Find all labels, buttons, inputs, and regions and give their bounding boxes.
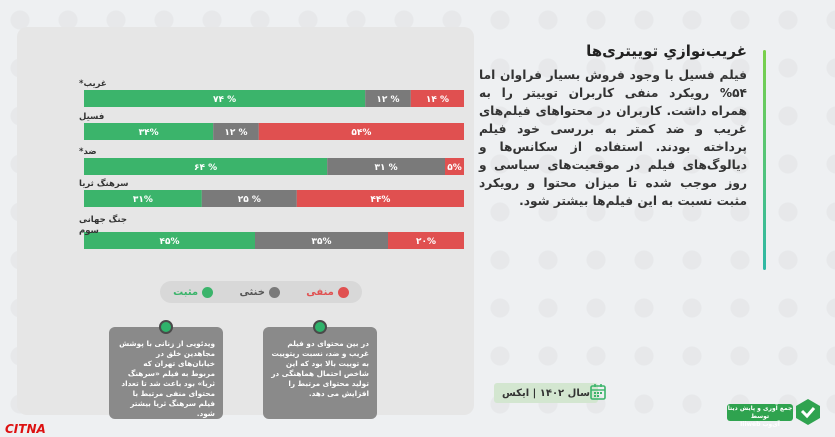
note-card-retweet: در بین محتوای دو فیلم غریب و ضد، نسبت ری… bbox=[263, 320, 377, 419]
year-badge: سال ۱۴۰۲ | ایکس bbox=[494, 383, 598, 403]
bar-segment bbox=[296, 190, 464, 207]
legend-positive: مثبت bbox=[173, 286, 214, 298]
bar-segment bbox=[84, 90, 366, 107]
bar-value-label: ۵۴% bbox=[351, 128, 371, 138]
bar-segment bbox=[327, 158, 445, 175]
note-text: در بین محتوای دو فیلم غریب و ضد، نسبت ری… bbox=[271, 339, 369, 398]
note-card-soraya: ویدئویی از زنانی با پوشش مجاهدین خلق در … bbox=[109, 320, 223, 419]
bar-value-label: ۲۰% bbox=[416, 237, 436, 247]
bar-value-label: ۵% bbox=[447, 163, 462, 173]
category-label: سرهنگ ثریا bbox=[79, 178, 129, 189]
brand-logo-icon bbox=[796, 399, 820, 425]
calendar-icon bbox=[590, 384, 606, 400]
negative-dot-icon bbox=[337, 286, 349, 298]
bar-segment bbox=[84, 190, 202, 207]
bar-value-label: ۱۴ % bbox=[426, 95, 449, 105]
bar-segment bbox=[84, 232, 255, 249]
logo-brand: آی‌وب Iiiweb bbox=[740, 421, 780, 428]
category-label: فسیل bbox=[79, 112, 104, 122]
legend-positive-label: مثبت bbox=[173, 286, 199, 298]
bar-value-label: ۱۲ % bbox=[376, 95, 399, 105]
legend-neutral: خنثی bbox=[239, 286, 280, 298]
stacked-bar-chart: ۷۴ % ۱۲ % ۱۴ % غریب* ۳۴% ۱۲ % ۵۴% فسیل ۶۴ % ۳۱ % ۵… bbox=[79, 79, 464, 249]
body-text: فیلم فسیل با وجود فروش بسیار فراوان اما … bbox=[479, 68, 747, 208]
bar-value-label: ۶۴ % bbox=[194, 163, 217, 173]
chart-panel: ۷۴ % ۱۲ % ۱۴ % غریب* ۳۴% ۱۲ % ۵۴% فسیل ۶۴ % ۳۱ % ۵… bbox=[17, 27, 474, 419]
bar-segment bbox=[365, 90, 411, 107]
bar-segment bbox=[213, 123, 259, 140]
bar-value-label: ۲۵ % bbox=[238, 195, 261, 205]
logo-caption: جمع آوری و پایش دیتا توسط bbox=[727, 405, 793, 420]
bar-value-label: ۱۲ % bbox=[224, 128, 247, 138]
bar-segment bbox=[255, 232, 388, 249]
category-label: ضد* bbox=[79, 147, 97, 157]
legend-negative-label: منفی bbox=[306, 286, 334, 298]
bar-value-label: ۴۴% bbox=[370, 195, 390, 205]
bar-value-label: ۳۱% bbox=[133, 195, 153, 205]
bar-value-label: ۳۵% bbox=[311, 237, 331, 247]
bar-value-label: ۳۱ % bbox=[375, 163, 398, 173]
category-label: جنگ جهانی سوم bbox=[79, 214, 127, 236]
legend-neutral-label: خنثی bbox=[239, 286, 265, 298]
legend: منفی خنثی مثبت bbox=[160, 281, 362, 303]
bar-segment bbox=[258, 123, 464, 140]
bar-segment bbox=[84, 123, 214, 140]
pin-icon bbox=[313, 320, 327, 334]
brand-logo-text: جمع آوری و پایش دیتا توسط آی‌وب Iiiweb bbox=[727, 404, 793, 428]
accent-bar bbox=[763, 50, 766, 270]
note-text: ویدئویی از زنانی با پوشش مجاهدین خلق در … bbox=[119, 339, 215, 418]
bar-value-label: ۳۴% bbox=[139, 128, 159, 138]
neutral-dot-icon bbox=[268, 286, 280, 298]
watermark-logo: CITNA bbox=[5, 422, 46, 436]
pin-icon bbox=[159, 320, 173, 334]
page-title: غریب‌نوازیِ توییتری‌ها bbox=[586, 42, 747, 60]
bar-segment bbox=[201, 190, 297, 207]
bar-value-label: ۷۴ % bbox=[213, 95, 236, 105]
bar-segment bbox=[445, 158, 464, 175]
legend-negative: منفی bbox=[306, 286, 349, 298]
category-label: غریب* bbox=[79, 79, 107, 89]
bar-segment bbox=[84, 158, 328, 175]
bar-segment bbox=[388, 232, 464, 249]
bar-value-label: ۴۵% bbox=[159, 237, 179, 247]
positive-dot-icon bbox=[202, 286, 214, 298]
bar-segment bbox=[410, 90, 464, 107]
